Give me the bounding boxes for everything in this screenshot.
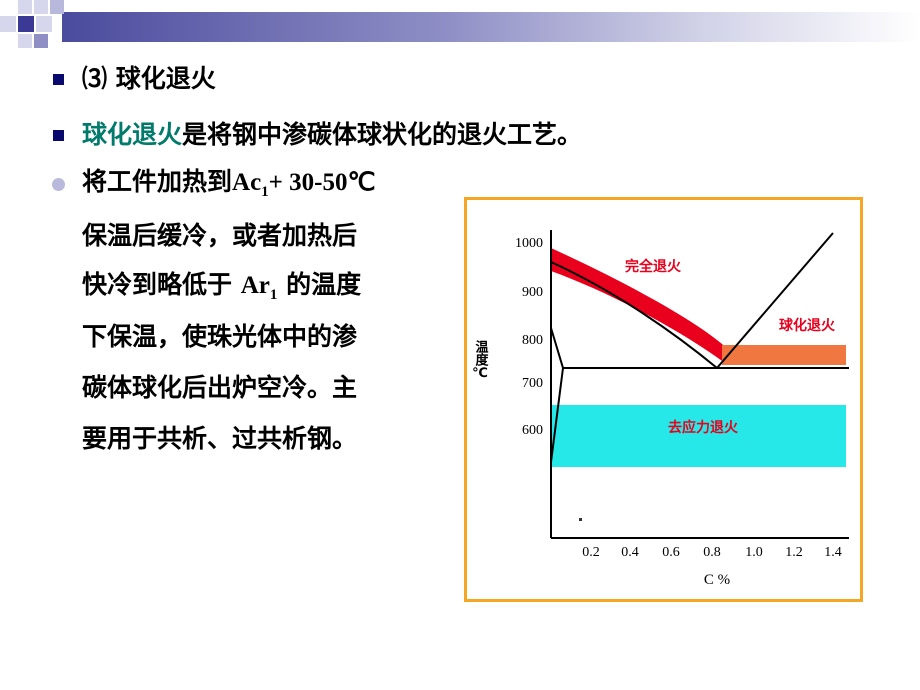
ar-main: Ar xyxy=(240,272,270,299)
header-square-decoration xyxy=(34,34,48,48)
process-line-1-suffix: + 30-50℃ xyxy=(268,169,376,196)
header-square-decoration xyxy=(18,16,34,32)
header-square-decoration xyxy=(18,34,32,48)
spheroidize-annealing-label: 球化退火 xyxy=(779,317,836,334)
y-tick-label: 1000 xyxy=(515,236,543,251)
x-tick-label: 1.4 xyxy=(824,545,842,560)
header-square-decoration xyxy=(18,0,32,14)
bullet-dot-icon xyxy=(52,178,65,191)
left-phase-boundary xyxy=(550,327,565,463)
ac1-symbol: Ac1 xyxy=(232,169,269,200)
process-line-3-suffix: 的温度 xyxy=(277,270,362,299)
x-axis-label: C % xyxy=(704,572,730,588)
process-line-5: 碳体球化后出炉空冷。主 xyxy=(82,373,358,402)
y-tick-label: 900 xyxy=(522,285,543,300)
header-square-decoration xyxy=(50,0,64,14)
bullet-square-icon xyxy=(53,74,64,85)
ar-subscript: 1 xyxy=(269,287,278,303)
header-gradient-bar xyxy=(62,12,920,42)
process-line-4: 下保温，使珠光体中的渗 xyxy=(82,322,358,351)
definition-term: 球化退火 xyxy=(82,120,183,149)
x-tick-label: 0.8 xyxy=(703,545,721,560)
process-line-3-prefix: 快冷到略低于 xyxy=(82,270,241,299)
ac-subscript: 1 xyxy=(261,184,269,200)
spheroidize-annealing-band xyxy=(722,345,846,365)
stress-relief-annealing-label: 去应力退火 xyxy=(668,419,739,436)
y-axis-label: 温度℃ xyxy=(472,340,488,381)
heading-title: 球化退火 xyxy=(115,64,216,93)
definition-line: 球化退火是将钢中渗碳体球状化的退火工艺。 xyxy=(82,120,582,150)
x-ticks: 0.2 0.4 0.6 0.8 1.0 1.2 1.4 xyxy=(582,545,842,560)
header-square-decoration xyxy=(0,16,16,32)
definition-rest: 是将钢中渗碳体球状化的退火工艺。 xyxy=(182,120,583,149)
annealing-chart-frame: 1000 900 800 700 600 温度℃ 0.2 0.4 0.6 0.8… xyxy=(464,197,863,602)
y-tick-label: 800 xyxy=(522,333,543,348)
bullet-square-icon xyxy=(53,130,64,141)
small-mark xyxy=(579,518,582,521)
process-line-2: 保温后缓冷，或者加热后 xyxy=(82,221,358,250)
x-tick-label: 0.4 xyxy=(621,545,639,560)
process-line-1: 将工件加热到Ac1+ 30-50℃ xyxy=(82,167,376,207)
ac-main: Ac xyxy=(232,169,262,196)
x-tick-label: 0.2 xyxy=(582,545,600,560)
acm-line xyxy=(716,232,834,369)
header-square-decoration xyxy=(34,0,48,14)
full-annealing-band xyxy=(551,248,729,363)
ar1-symbol: Ar1 xyxy=(240,272,278,303)
heading-number: ⑶ xyxy=(82,66,108,93)
x-tick-label: 1.0 xyxy=(745,545,763,560)
stress-relief-annealing-band xyxy=(551,405,846,467)
full-annealing-label: 完全退火 xyxy=(625,258,682,275)
annealing-range-diagram: 1000 900 800 700 600 温度℃ 0.2 0.4 0.6 0.8… xyxy=(472,230,849,588)
y-ticks: 1000 900 800 700 600 xyxy=(515,236,543,438)
y-tick-label: 600 xyxy=(522,423,543,438)
header-square-decoration xyxy=(36,16,52,32)
x-tick-label: 0.6 xyxy=(662,545,680,560)
process-line-1-prefix: 将工件加热到 xyxy=(82,167,233,196)
process-line-6: 要用于共析、过共析钢。 xyxy=(82,424,358,453)
section-heading: ⑶ 球化退火 xyxy=(82,64,216,95)
x-tick-label: 1.2 xyxy=(785,545,803,560)
a3-line xyxy=(550,261,718,369)
process-line-3: 快冷到略低于 Ar1 的温度 xyxy=(82,270,361,310)
y-tick-label: 700 xyxy=(522,376,543,391)
